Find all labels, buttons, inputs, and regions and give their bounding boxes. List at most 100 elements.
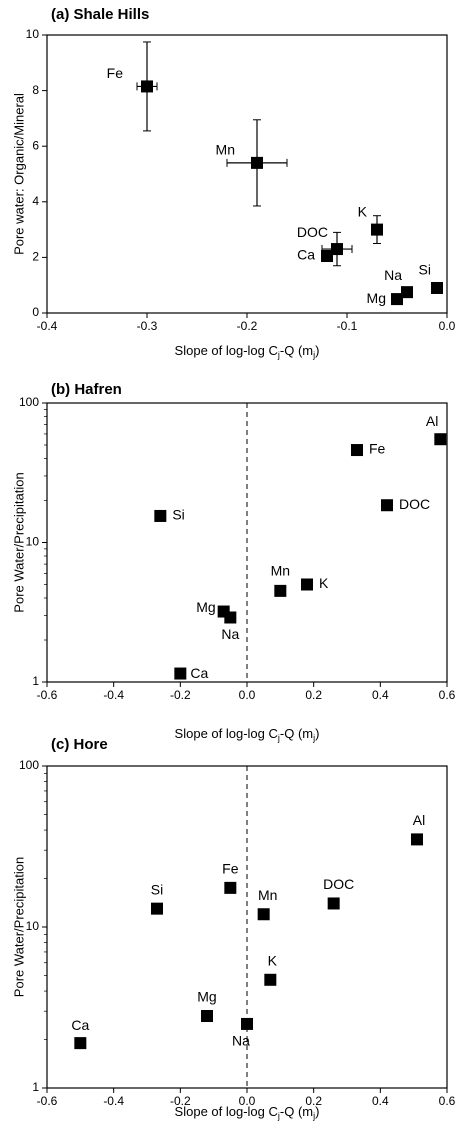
x-axis-label: Slope of log-log Cj-Q (mj): [175, 343, 320, 360]
x-axis-label-part: -Q (m: [280, 1104, 313, 1119]
point-label: Si: [419, 262, 431, 278]
x-axis-label: Slope of log-log Cj-Q (mj): [175, 1104, 320, 1121]
point-label: Si: [172, 507, 184, 523]
point-label: Na: [384, 267, 402, 283]
point: [174, 667, 187, 680]
point-label: Al: [426, 413, 438, 429]
x-tick-label: -0.1: [337, 319, 358, 333]
x-axis-label-part: j: [312, 350, 315, 360]
x-axis-label-part: j: [277, 1111, 280, 1121]
point: [381, 499, 393, 512]
y-tick-label: 100: [19, 758, 39, 772]
point: [224, 611, 237, 624]
x-tick-label: 0.0: [439, 319, 456, 333]
point-label: Mg: [197, 989, 216, 1005]
y-tick-label: 6: [32, 138, 39, 152]
point-label: Mg: [196, 599, 215, 615]
x-axis-label-part: Slope of log-log C: [175, 343, 278, 358]
point-label: K: [358, 203, 368, 219]
x-tick-label: -0.3: [137, 319, 158, 333]
x-tick-label: 0.6: [439, 688, 456, 702]
x-axis-label-part: j: [312, 1111, 315, 1121]
y-tick-label: 1: [32, 1080, 39, 1094]
x-axis-label-part: ): [315, 1104, 319, 1119]
panel-title: (c) Hore: [51, 736, 108, 753]
x-tick-label: 0.0: [239, 1094, 256, 1108]
x-tick-label: -0.6: [37, 688, 58, 702]
point-label: Fe: [369, 441, 386, 457]
point: [257, 908, 270, 921]
point: [327, 897, 340, 910]
x-axis-label-part: -Q (m: [280, 726, 313, 741]
x-axis-label-part: j: [312, 733, 315, 743]
point: [201, 1010, 213, 1023]
point-label: Na: [232, 1033, 250, 1049]
point: [371, 223, 383, 236]
point: [351, 444, 363, 457]
point: [224, 881, 237, 894]
y-axis-label: Pore water: Organic/Mineral: [11, 93, 26, 255]
x-axis-label-part: ): [315, 343, 319, 358]
point: [251, 156, 263, 169]
x-tick-label: -0.4: [103, 688, 124, 702]
y-tick-label: 8: [32, 83, 39, 97]
point: [401, 286, 413, 299]
point: [141, 80, 153, 93]
point: [391, 293, 403, 306]
x-tick-label: 0.4: [372, 688, 389, 702]
point: [74, 1037, 87, 1050]
x-tick-label: -0.2: [170, 1094, 191, 1108]
point-label: Mg: [367, 290, 386, 306]
point-label: DOC: [323, 876, 354, 892]
x-tick-label: 0.6: [439, 1094, 456, 1108]
point-label: Na: [221, 626, 239, 642]
x-tick-label: -0.6: [37, 1094, 58, 1108]
point-label: Fe: [107, 65, 124, 81]
point: [151, 902, 163, 915]
point-label: Mn: [216, 142, 235, 158]
point-label: Fe: [222, 861, 239, 877]
point-label: K: [319, 575, 329, 591]
x-axis-label-part: ): [315, 726, 319, 741]
point-label: DOC: [399, 496, 430, 512]
x-tick-label: -0.2: [170, 688, 191, 702]
point: [301, 578, 313, 591]
y-tick-label: 2: [32, 250, 39, 264]
point: [154, 509, 167, 522]
point-label: K: [268, 952, 278, 968]
panel-title: (b) Hafren: [51, 381, 122, 398]
x-tick-label: 0.2: [305, 1094, 322, 1108]
x-tick-label: -0.4: [37, 319, 58, 333]
x-axis-label-part: Slope of log-log C: [175, 1104, 278, 1119]
point-label: Al: [413, 812, 425, 828]
x-tick-label: -0.2: [237, 319, 258, 333]
x-axis-label-part: Slope of log-log C: [175, 726, 278, 741]
y-tick-label: 1: [32, 674, 39, 688]
point-label: Si: [151, 881, 163, 897]
x-axis-label-part: j: [277, 350, 280, 360]
y-tick-label: 10: [26, 919, 40, 933]
point-label: Mn: [271, 563, 290, 579]
point: [331, 243, 343, 256]
y-axis-label: Pore Water/Precipitation: [11, 857, 26, 997]
point: [321, 250, 333, 263]
point: [241, 1017, 253, 1030]
x-tick-label: 0.4: [372, 1094, 389, 1108]
y-tick-label: 10: [26, 535, 40, 549]
y-tick-label: 4: [32, 194, 39, 208]
panel-title: (a) Shale Hills: [51, 6, 149, 23]
x-axis-label-part: -Q (m: [280, 343, 313, 358]
point: [264, 973, 277, 986]
y-tick-label: 10: [26, 27, 40, 41]
x-axis-label: Slope of log-log Cj-Q (mj): [175, 726, 320, 743]
point-label: Ca: [71, 1017, 89, 1033]
point-label: Mn: [258, 887, 277, 903]
y-tick-label: 100: [19, 395, 39, 409]
point: [274, 584, 287, 597]
point: [434, 433, 447, 446]
point: [431, 281, 443, 294]
y-tick-label: 0: [32, 305, 39, 319]
x-tick-label: 0.0: [239, 688, 256, 702]
